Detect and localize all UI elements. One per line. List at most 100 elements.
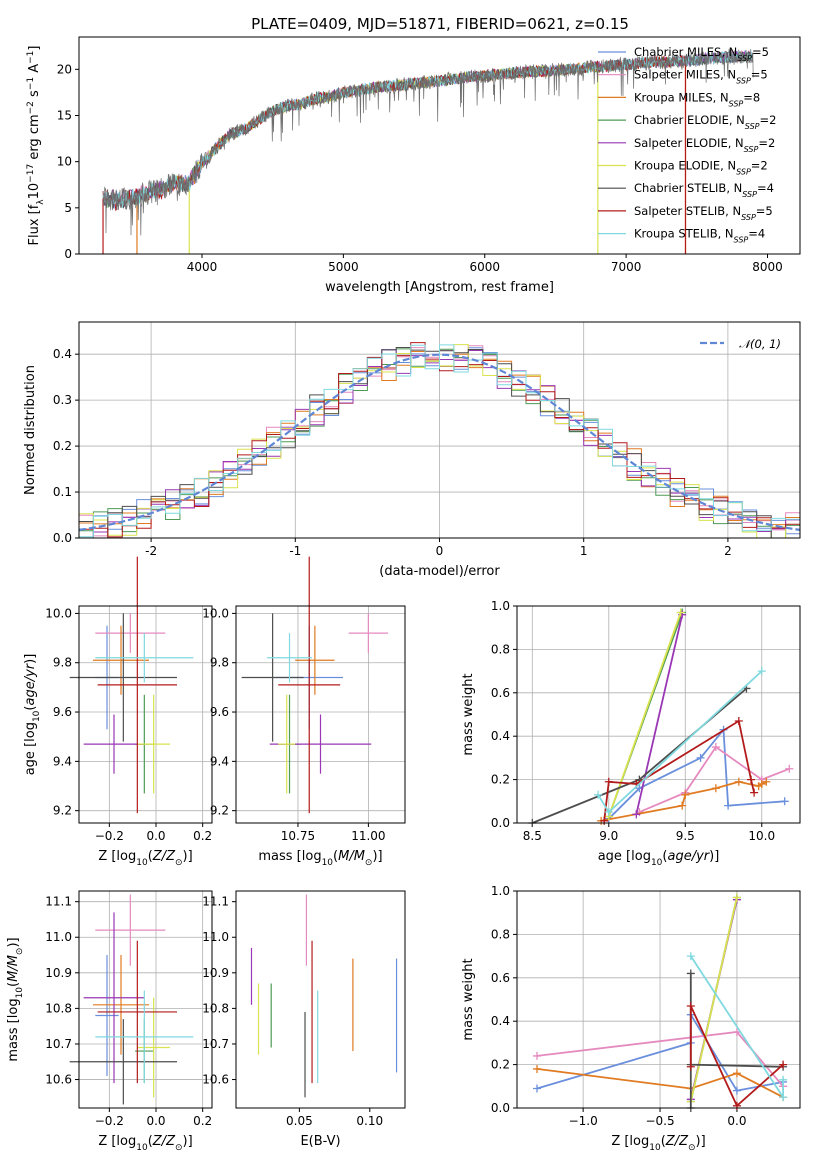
x-tick-label: 0.10 bbox=[356, 1114, 383, 1128]
legend-label: Kroupa STELIB, NSSP=4 bbox=[634, 227, 765, 245]
weight-point-marker bbox=[686, 952, 695, 961]
y-tick-label: 9.6 bbox=[53, 705, 72, 719]
x-tick-label: −0.5 bbox=[645, 1114, 674, 1128]
weight-point-marker bbox=[678, 801, 687, 810]
legend-label: Salpeter ELODIE, NSSP=2 bbox=[634, 136, 775, 154]
axes-frame bbox=[78, 605, 213, 824]
y-tick-label: 9.4 bbox=[53, 754, 72, 768]
y-tick-label: 20 bbox=[57, 62, 72, 76]
weight-series-line bbox=[689, 1005, 784, 1108]
massweight_vs_Z-ylabel: mass weight bbox=[461, 958, 476, 1040]
spectrum-model-line bbox=[136, 55, 686, 205]
x-tick-label: 1 bbox=[580, 544, 588, 558]
weight-point-marker bbox=[757, 667, 766, 676]
y-tick-label: 9.4 bbox=[210, 754, 229, 768]
weight-point-marker bbox=[757, 779, 766, 788]
weight-point-marker bbox=[686, 969, 695, 978]
age_vs_mass-xlabel: mass [log10(M/M⊙)] bbox=[258, 849, 382, 868]
y-tick-label: 10.0 bbox=[202, 606, 229, 620]
y-tick-label: 0.6 bbox=[491, 686, 510, 700]
age_vs_Z-ylabel: age [log10(age/yr)] bbox=[23, 654, 42, 776]
mass_vs_ebv-xlabel: E(B-V) bbox=[300, 1134, 340, 1149]
mass_vs_ebv-errorbars bbox=[250, 894, 398, 1098]
x-tick-label: 0.2 bbox=[193, 1114, 212, 1128]
weight-point-marker bbox=[779, 1060, 788, 1069]
y-tick-label: 0.4 bbox=[491, 729, 510, 743]
x-tick-label: 9.5 bbox=[676, 829, 695, 843]
weight-point-marker bbox=[779, 1075, 788, 1084]
mass_vs_Z-errorbars bbox=[69, 894, 194, 1105]
y-tick-label: 10.6 bbox=[45, 1073, 72, 1087]
x-tick-label: 10.75 bbox=[281, 829, 315, 843]
x-tick-label: -2 bbox=[145, 544, 157, 558]
age_vs_Z-axes: −0.2 0.0 0.2 9.2 9.4 9.6 9.8 10.0 bbox=[45, 606, 212, 843]
legend-label: 𝒩(0, 1) bbox=[739, 337, 781, 351]
axes-frame bbox=[235, 890, 406, 1109]
age_vs_mass-axes: 10.75 11.00 9.2 9.4 9.6 9.8 10.0 bbox=[202, 606, 405, 843]
axes-frame bbox=[78, 890, 213, 1109]
weight-point-marker bbox=[532, 1051, 541, 1060]
spectrum-axes: 4000 5000 6000 7000 8000 0 5 10 15 20 bbox=[57, 62, 783, 274]
y-tick-label: 11.1 bbox=[202, 895, 229, 909]
y-tick-label: 11.0 bbox=[202, 930, 229, 944]
y-tick-label: 0.2 bbox=[53, 439, 72, 453]
x-tick-label: 0.2 bbox=[193, 829, 212, 843]
y-tick-label: 11.1 bbox=[45, 895, 72, 909]
histogram-step bbox=[79, 344, 800, 538]
weight-point-marker bbox=[732, 893, 741, 902]
massweight_vs_Z-xlabel: Z [log10(Z/Z⊙)] bbox=[611, 1134, 705, 1153]
y-tick-label: 10.9 bbox=[202, 966, 229, 980]
y-tick-label: 9.8 bbox=[210, 656, 229, 670]
x-tick-label: 0 bbox=[436, 544, 444, 558]
massweight_vs_age-axes: 8.5 9.0 9.5 10.0 0.0 0.2 0.4 0.6 0.8 1.0 bbox=[491, 599, 800, 843]
weight-point-marker bbox=[779, 1093, 788, 1102]
x-tick-label: 0.0 bbox=[146, 1114, 165, 1128]
y-tick-label: 0.8 bbox=[491, 927, 510, 941]
weight-point-marker bbox=[785, 764, 794, 773]
legend-label: Chabrier MILES, NSSP=5 bbox=[634, 45, 769, 63]
y-tick-label: 0.2 bbox=[491, 773, 510, 787]
x-tick-label: 8.5 bbox=[523, 829, 542, 843]
y-tick-label: 9.2 bbox=[210, 804, 229, 818]
weight-point-marker bbox=[734, 717, 743, 726]
y-tick-label: 10.6 bbox=[202, 1073, 229, 1087]
y-tick-label: 9.6 bbox=[210, 705, 229, 719]
x-tick-label: −0.2 bbox=[95, 829, 124, 843]
axes-frame bbox=[78, 321, 801, 539]
y-tick-label: 0.0 bbox=[53, 531, 72, 545]
y-tick-label: 0.2 bbox=[491, 1058, 510, 1072]
residual-histograms bbox=[78, 342, 801, 539]
x-tick-label: 0.0 bbox=[727, 1114, 746, 1128]
axes-frame bbox=[235, 605, 406, 824]
figure-title: PLATE=0409, MJD=51871, FIBERID=0621, z=0… bbox=[251, 15, 629, 33]
y-tick-label: 0.3 bbox=[53, 393, 72, 407]
weight-point-marker bbox=[686, 1002, 695, 1011]
axes-frame bbox=[516, 605, 801, 824]
y-tick-label: 0.4 bbox=[53, 347, 72, 361]
weight-point-marker bbox=[676, 608, 685, 617]
y-tick-label: 9.2 bbox=[53, 804, 72, 818]
x-tick-label: 7000 bbox=[611, 260, 642, 274]
weight-series-line bbox=[608, 727, 785, 820]
legend-label: Chabrier ELODIE, NSSP=2 bbox=[634, 113, 776, 131]
residuals-xlabel: (data-model)/error bbox=[379, 564, 500, 579]
axes-frame bbox=[516, 890, 801, 1109]
y-tick-label: 10.8 bbox=[45, 1001, 72, 1015]
x-tick-label: 4000 bbox=[187, 260, 218, 274]
legend-label: Chabrier STELIB, NSSP=4 bbox=[634, 181, 774, 199]
mass_vs_Z-axes: −0.2 0.0 0.2 10.6 10.7 10.8 10.9 11.0 11.1 bbox=[45, 891, 212, 1128]
y-tick-label: 1.0 bbox=[491, 884, 510, 898]
massweight_vs_age-xlabel: age [log10(age/yr)] bbox=[598, 849, 720, 868]
weight-point-marker bbox=[711, 784, 720, 793]
normal-curve bbox=[78, 353, 801, 531]
x-tick-label: 10.0 bbox=[748, 829, 775, 843]
weight-point-marker bbox=[681, 790, 690, 799]
weight-point-marker bbox=[594, 790, 603, 799]
age_vs_Z-xlabel: Z [log10(Z/Z⊙)] bbox=[98, 849, 192, 868]
x-tick-label: −0.2 bbox=[95, 1114, 124, 1128]
mass_vs_Z-xlabel: Z [log10(Z/Z⊙)] bbox=[98, 1134, 192, 1153]
y-tick-label: 11.0 bbox=[45, 930, 72, 944]
y-tick-label: 10.8 bbox=[202, 1001, 229, 1015]
